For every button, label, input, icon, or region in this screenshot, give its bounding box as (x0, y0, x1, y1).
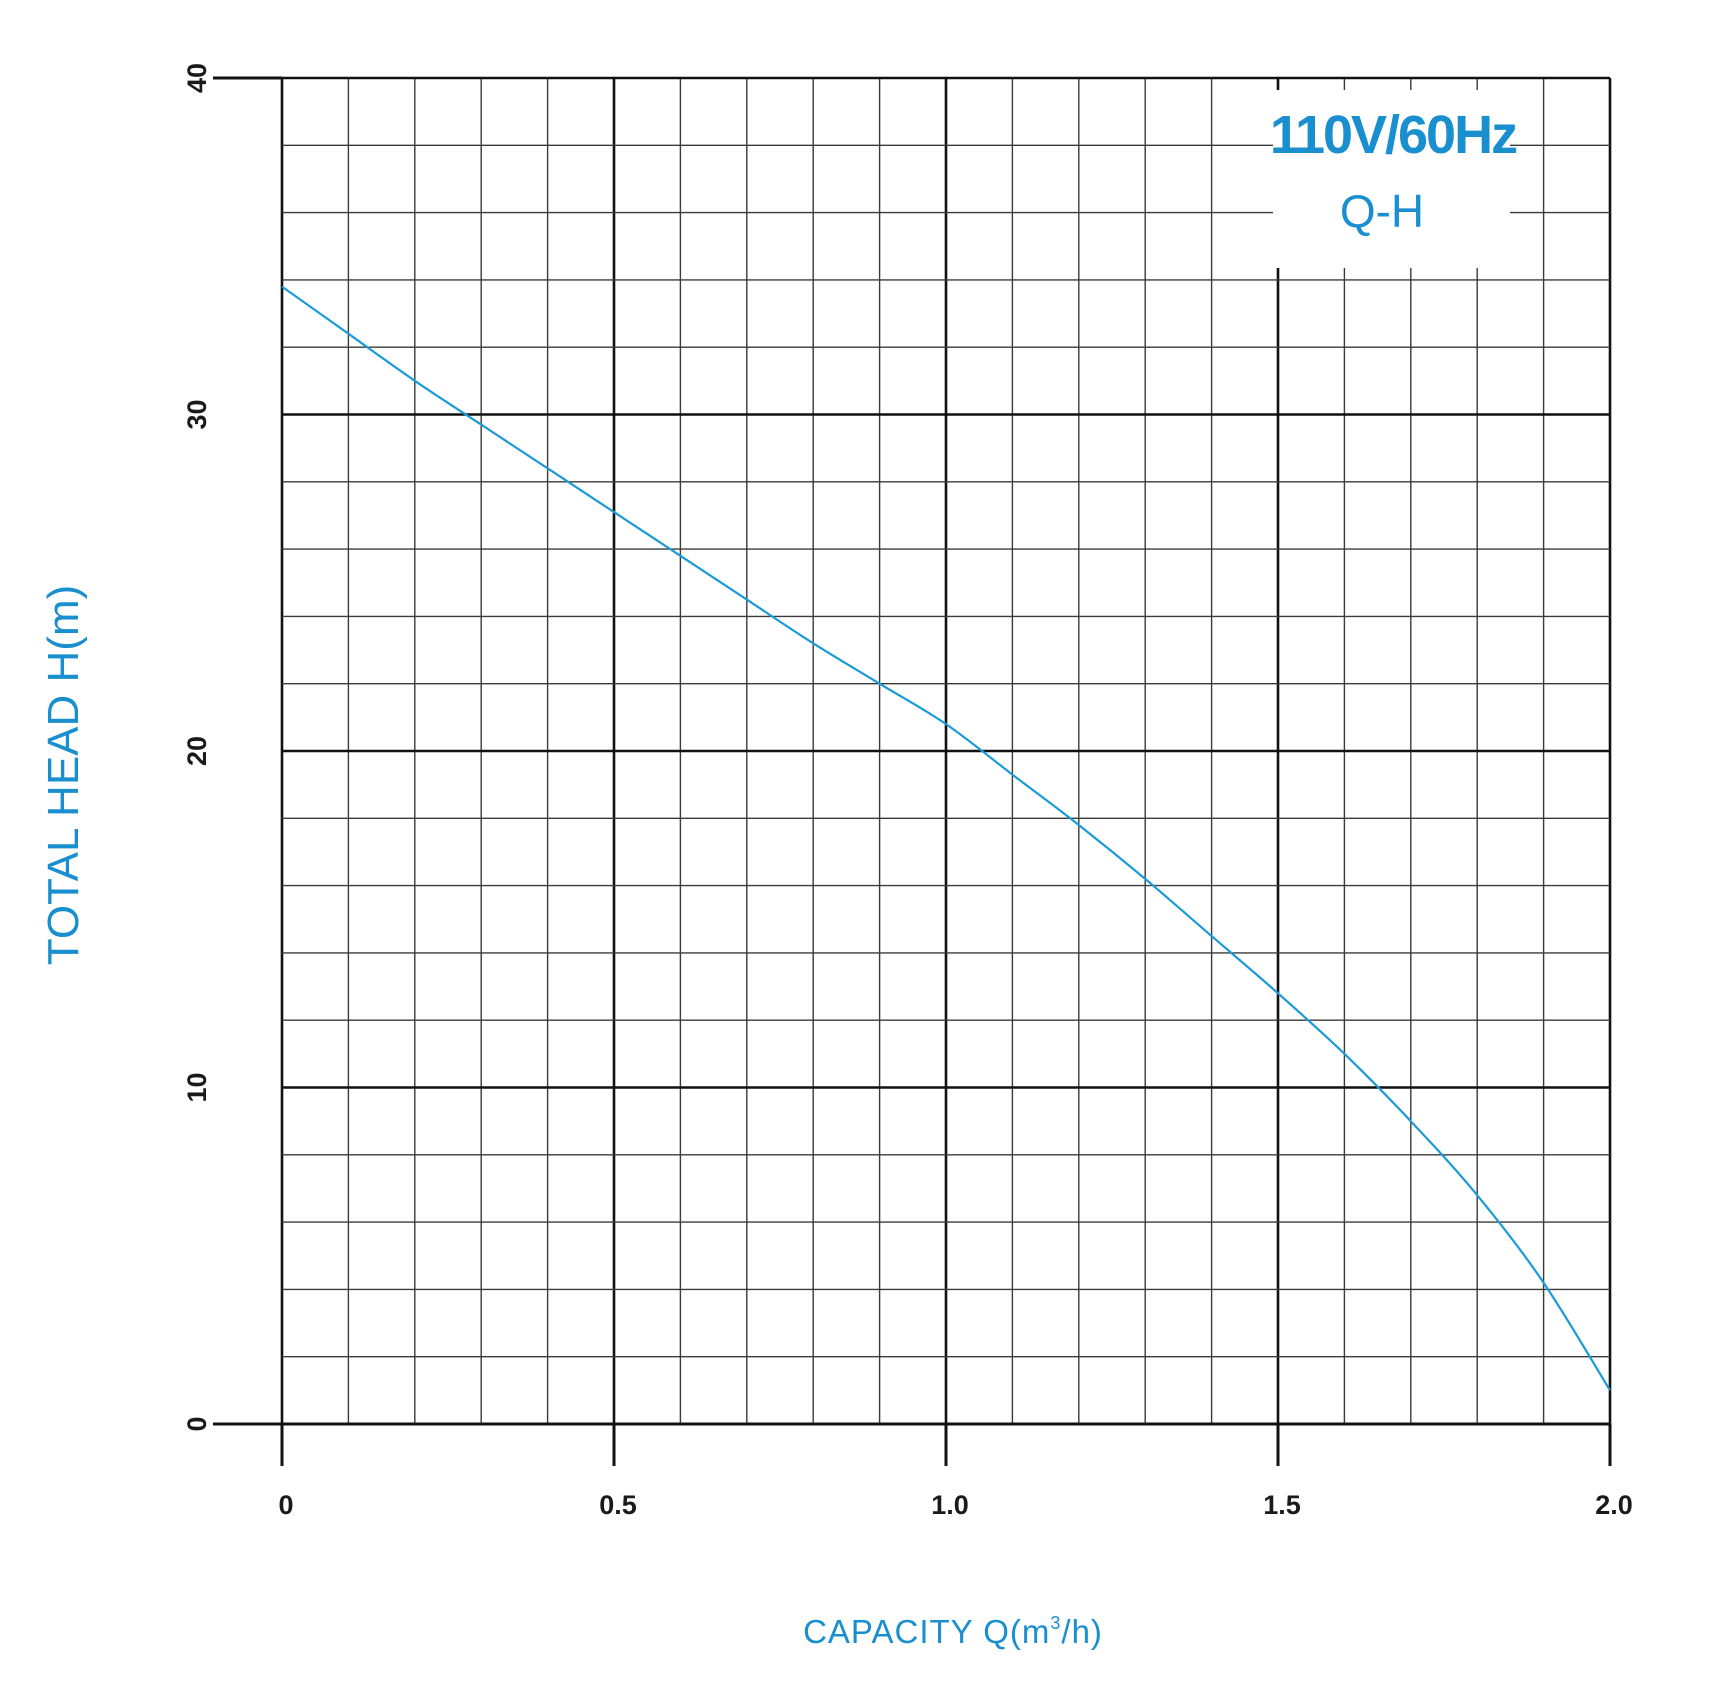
chart-axes (213, 76, 1612, 1466)
x-axis-title: CAPACITY Q(m3/h) (803, 1613, 1103, 1650)
legend-curve-label: Q-H (1340, 185, 1424, 237)
y-axis-title: TOTAL HEAD H(m) (39, 585, 88, 966)
tick-labels: 0 0.5 1.0 1.5 2.0 0 10 20 30 40 (182, 63, 1633, 1520)
x-tick-label: 1.0 (931, 1490, 969, 1520)
x-tick-label: 0.5 (599, 1490, 637, 1520)
x-axis-title-superscript: 3 (1050, 1613, 1061, 1633)
chart-legend: 110V/60Hz Q-H (1270, 90, 1519, 268)
qh-curve (281, 285, 1611, 1391)
legend-voltage-label: 110V/60Hz (1270, 105, 1517, 165)
y-tick-label: 40 (182, 63, 212, 93)
x-tick-label: 2.0 (1595, 1490, 1633, 1520)
chart-series (281, 285, 1611, 1391)
y-tick-label: 0 (182, 1416, 212, 1431)
legend-background (1273, 90, 1510, 268)
x-axis-title-main: CAPACITY Q(m (803, 1613, 1050, 1650)
chart-grid (280, 76, 1612, 1426)
y-tick-label: 20 (182, 736, 212, 766)
x-axis-title-end: /h) (1061, 1613, 1103, 1650)
x-tick-label: 1.5 (1263, 1490, 1301, 1520)
x-tick-label: 0 (278, 1490, 293, 1520)
y-tick-label: 30 (182, 399, 212, 429)
y-tick-label: 10 (182, 1072, 212, 1102)
